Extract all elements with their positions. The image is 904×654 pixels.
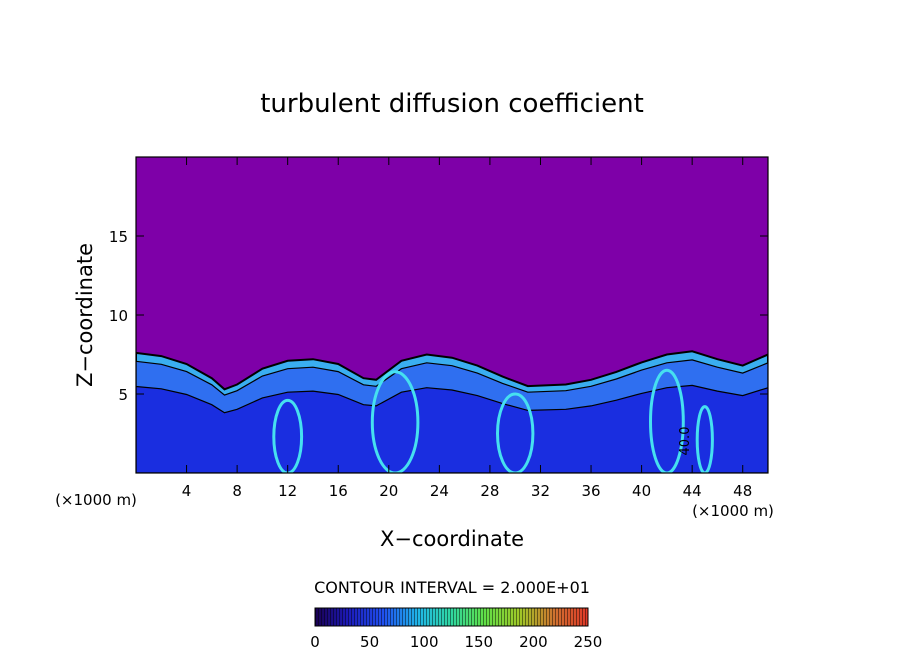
colorbar-tick-label: 0 bbox=[310, 633, 320, 651]
y-tick-label: 15 bbox=[109, 228, 128, 246]
chart-title: turbulent diffusion coefficient bbox=[260, 89, 644, 119]
colorbar-tick-label: 50 bbox=[360, 633, 379, 651]
x-unit-right: (×1000 m) bbox=[692, 502, 774, 520]
x-tick-label: 20 bbox=[379, 482, 398, 500]
colorbar-tick-label: 150 bbox=[464, 633, 493, 651]
x-tick-label: 36 bbox=[581, 482, 600, 500]
x-tick-label: 32 bbox=[531, 482, 550, 500]
x-tick-label: 12 bbox=[278, 482, 297, 500]
x-tick-label: 24 bbox=[430, 482, 449, 500]
plot-area bbox=[136, 157, 768, 473]
field-layer-2 bbox=[136, 384, 768, 473]
y-axis: 5 10 15 bbox=[109, 228, 768, 404]
contour-interval-text: CONTOUR INTERVAL = 2.000E+01 bbox=[314, 578, 590, 597]
eddy-rim-2 bbox=[496, 392, 535, 473]
colorbar-ticks: 0 50 100 150 200 250 bbox=[310, 633, 602, 651]
x-tick-label: 8 bbox=[232, 482, 242, 500]
x-axis-label: X−coordinate bbox=[380, 527, 524, 551]
x-tick-label: 48 bbox=[733, 482, 752, 500]
colorbar-tick-label: 100 bbox=[410, 633, 439, 651]
x-tick-label: 28 bbox=[480, 482, 499, 500]
x-tick-label: 40 bbox=[632, 482, 651, 500]
y-tick-label: 5 bbox=[118, 386, 128, 404]
y-tick-label: 10 bbox=[109, 307, 128, 325]
colorbar-tick-label: 200 bbox=[519, 633, 548, 651]
eddy-rim-0 bbox=[272, 398, 304, 473]
contour-label: 40.0 bbox=[678, 427, 693, 456]
x-tick-label: 4 bbox=[182, 482, 192, 500]
colorbar: 0 50 100 150 200 250 bbox=[310, 607, 602, 651]
x-tick-label: 44 bbox=[683, 482, 702, 500]
colorbar-stripes bbox=[315, 608, 588, 626]
x-tick-label: 16 bbox=[329, 482, 348, 500]
eddy-rim-3 bbox=[649, 368, 685, 473]
turbulent-field bbox=[136, 350, 768, 473]
y-axis-label: Z−coordinate bbox=[73, 243, 97, 387]
colorbar-frame bbox=[314, 607, 589, 627]
x-axis: 4 8 12 16 20 24 28 32 36 40 44 48 bbox=[182, 157, 752, 500]
x-unit-left: (×1000 m) bbox=[55, 491, 137, 509]
colorbar-tick-label: 250 bbox=[574, 633, 603, 651]
